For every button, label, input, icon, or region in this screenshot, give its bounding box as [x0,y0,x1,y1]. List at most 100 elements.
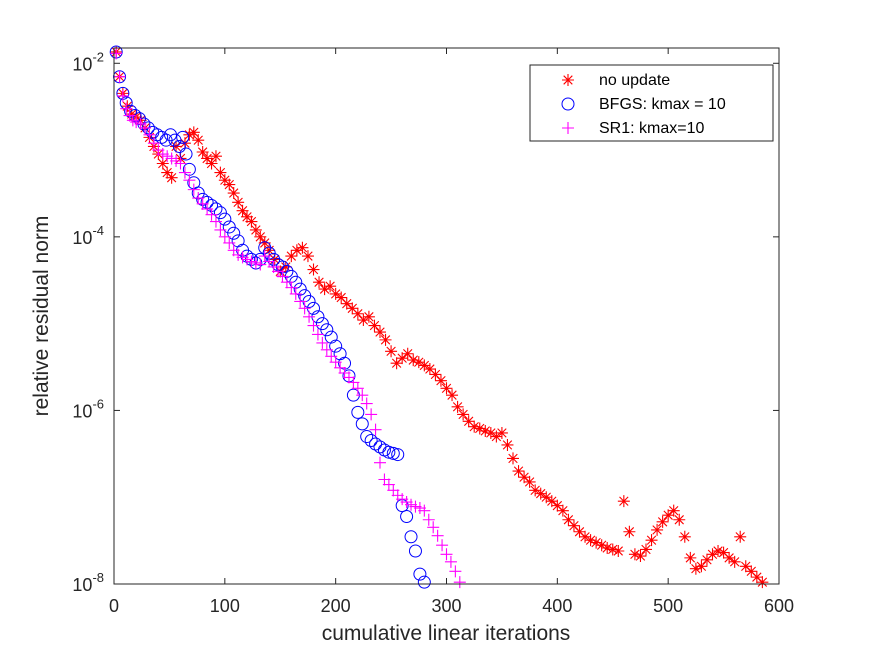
data-point [391,448,405,462]
data-point [362,310,375,323]
data-point [116,89,129,102]
data-point [351,382,364,395]
data-point [645,534,658,547]
data-point [413,567,427,581]
data-point [324,280,337,293]
data-point [126,114,139,127]
x-tick-label: 200 [321,596,351,616]
data-point [434,374,447,387]
data-point [518,471,531,484]
data-point [320,323,334,337]
data-point [120,102,133,115]
data-point [254,258,267,271]
data-point [545,495,558,508]
data-point [423,363,436,376]
data-point [249,223,262,236]
data-point [172,139,186,153]
data-point [201,152,214,165]
data-point [335,291,348,304]
data-point [183,128,196,141]
data-point [289,287,302,300]
data-point [307,263,320,276]
data-point [187,183,200,196]
data-point [311,328,324,341]
data-point [689,562,702,575]
data-point [285,281,298,294]
data-point [446,389,459,402]
data-point [183,174,196,187]
data-point [706,548,719,561]
data-point [422,513,435,526]
data-point [360,430,374,444]
data-point [400,509,414,523]
y-tick-label: 10-6 [72,396,104,421]
data-point [490,430,503,443]
data-point [495,426,508,439]
data-point [457,408,470,421]
data-point [316,336,329,349]
data-point [579,530,592,543]
data-point [745,565,758,578]
y-axis-label: relative residual norm [30,216,53,417]
data-point [213,206,227,220]
data-point [320,343,333,356]
data-point [695,560,708,573]
data-point [356,389,369,402]
data-point [227,187,240,200]
data-point [379,333,392,346]
data-point [662,509,675,522]
data-point [412,356,425,369]
x-tick-label: 100 [210,596,240,616]
data-point [285,250,298,263]
data-point [298,302,311,315]
data-point [417,575,431,589]
data-point [155,130,169,144]
data-point [449,565,462,578]
data-point [712,545,725,558]
data-point [623,525,636,538]
data-point [205,157,218,170]
data-point [369,423,382,436]
x-tick-label: 300 [431,596,461,616]
data-point [296,241,309,254]
data-point [236,204,249,217]
data-point [374,326,386,339]
data-point [468,420,481,433]
data-point [351,405,365,419]
series-2 [110,47,466,589]
y-tick-label: 10-8 [72,570,104,595]
data-point [214,223,227,236]
data-point [390,357,403,370]
data-marks [109,45,769,589]
data-point [396,352,409,365]
data-point [290,244,303,257]
data-point [507,452,519,465]
data-point [364,434,378,448]
data-point [156,157,169,170]
x-tick-label: 0 [109,596,119,616]
data-point [218,230,231,243]
data-point [462,415,475,428]
data-point [617,495,630,508]
data-point [484,426,497,439]
data-point [444,555,457,568]
data-point [258,236,271,249]
data-point [165,171,178,184]
legend-marker [562,74,574,86]
data-point [401,347,414,360]
data-point [365,408,378,421]
data-point [294,295,307,308]
data-point [176,130,190,144]
data-point [374,456,386,469]
data-point [408,544,422,558]
data-point [125,108,138,121]
data-point [174,157,187,170]
data-point [750,571,763,584]
data-point [418,504,431,517]
data-point [595,539,608,552]
data-point [386,446,400,460]
data-point [501,438,514,451]
data-point [139,121,152,134]
y-tick-label: 10-2 [72,49,104,74]
data-point [540,491,553,504]
